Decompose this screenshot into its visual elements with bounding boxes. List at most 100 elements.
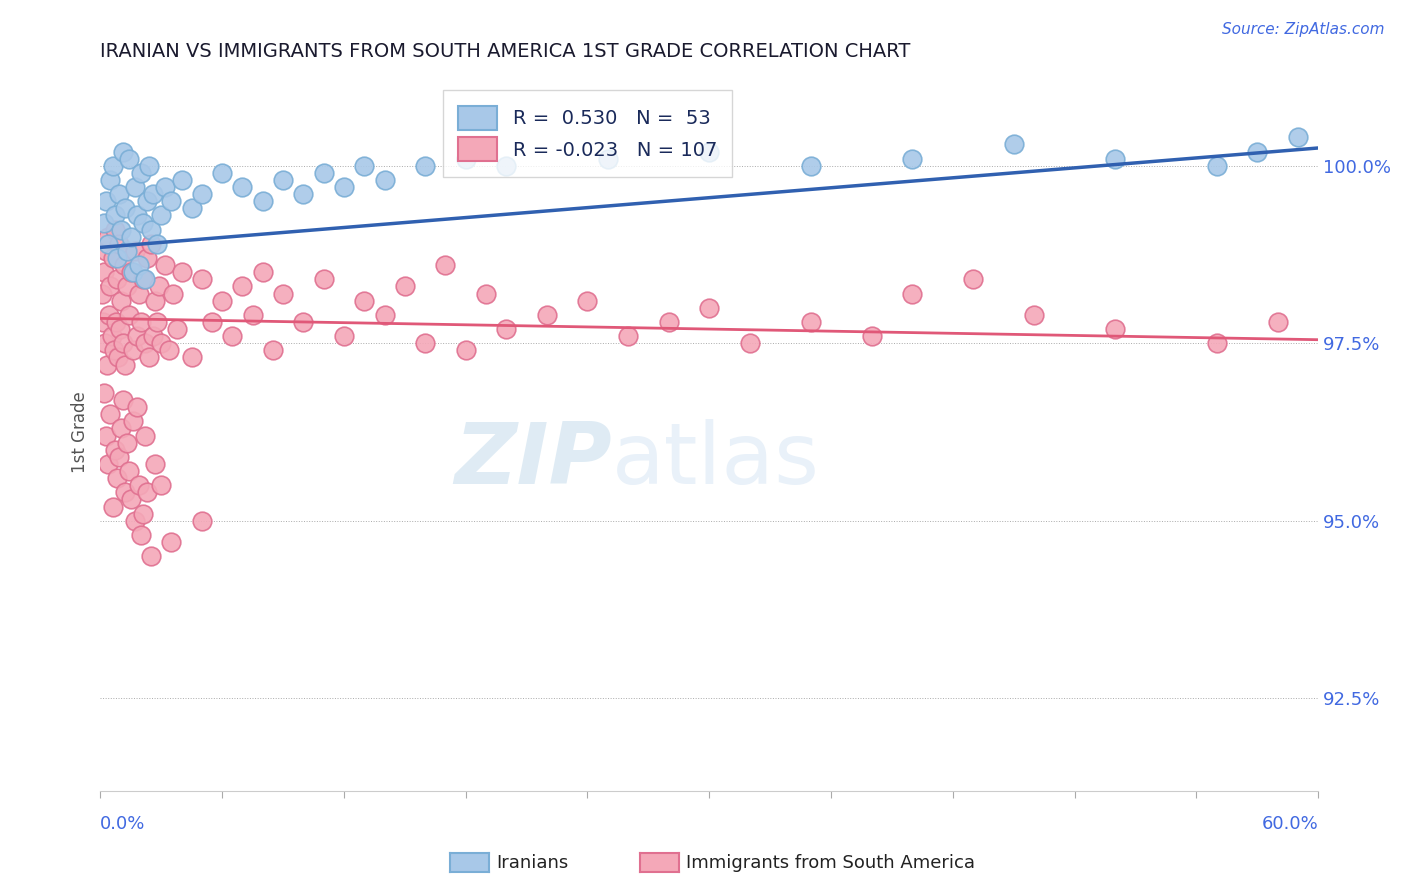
Point: [394, 279, 416, 293]
Point: [136, 194, 159, 209]
Point: [107, 450, 129, 464]
Point: [103, 209, 125, 223]
Point: [148, 279, 170, 293]
Point: [139, 549, 162, 564]
Point: [125, 400, 148, 414]
Point: [413, 159, 436, 173]
Point: [271, 286, 294, 301]
Point: [211, 293, 233, 308]
Point: [91, 286, 114, 301]
Point: [100, 329, 122, 343]
Point: [1205, 336, 1227, 351]
Point: [132, 507, 155, 521]
Point: [129, 315, 152, 329]
Point: [142, 187, 165, 202]
Point: [1246, 145, 1268, 159]
Point: [271, 173, 294, 187]
Point: [1002, 137, 1025, 152]
Point: [100, 279, 122, 293]
Point: [136, 485, 159, 500]
Point: [125, 329, 148, 343]
Point: [962, 272, 984, 286]
Point: [111, 145, 134, 159]
Point: [373, 308, 395, 322]
Point: [353, 293, 375, 308]
Point: [100, 407, 122, 421]
Point: [100, 173, 122, 187]
Point: [738, 336, 761, 351]
Point: [191, 187, 214, 202]
Point: [101, 500, 124, 514]
Point: [155, 258, 177, 272]
Point: [191, 514, 214, 528]
Point: [860, 329, 883, 343]
Point: [136, 251, 159, 265]
Point: [96, 428, 118, 442]
Point: [110, 421, 132, 435]
Point: [121, 343, 143, 358]
Text: 60.0%: 60.0%: [1261, 815, 1319, 833]
Point: [138, 351, 160, 365]
Point: [658, 315, 681, 329]
Point: [231, 279, 253, 293]
Point: [312, 166, 335, 180]
Point: [536, 308, 558, 322]
Point: [333, 329, 356, 343]
Text: 0.0%: 0.0%: [100, 815, 146, 833]
Point: [114, 358, 136, 372]
Point: [124, 514, 146, 528]
Point: [901, 152, 924, 166]
Point: [110, 222, 132, 236]
Point: [139, 222, 162, 236]
Point: [111, 336, 134, 351]
Point: [94, 336, 117, 351]
Point: [166, 322, 188, 336]
Point: [576, 293, 599, 308]
Point: [129, 166, 152, 180]
Point: [146, 236, 169, 251]
Point: [180, 351, 202, 365]
Point: [495, 159, 517, 173]
Point: [121, 414, 143, 428]
Point: [252, 194, 274, 209]
Point: [1286, 130, 1309, 145]
Point: [134, 272, 156, 286]
Text: Iranians: Iranians: [496, 854, 568, 871]
Point: [115, 244, 138, 258]
Point: [150, 478, 173, 492]
Point: [103, 343, 125, 358]
Point: [495, 322, 517, 336]
Point: [697, 301, 720, 315]
Point: [120, 229, 142, 244]
Point: [800, 159, 823, 173]
Point: [180, 202, 202, 216]
Point: [97, 457, 120, 471]
Point: [105, 251, 128, 265]
Point: [146, 315, 169, 329]
Point: [107, 351, 129, 365]
Point: [132, 272, 155, 286]
Point: [262, 343, 284, 358]
Point: [901, 286, 924, 301]
Point: [617, 329, 640, 343]
Point: [191, 272, 214, 286]
Text: ZIP: ZIP: [454, 419, 612, 502]
Point: [138, 159, 160, 173]
Point: [134, 336, 156, 351]
Point: [103, 222, 125, 236]
Point: [110, 293, 132, 308]
Point: [292, 315, 315, 329]
Point: [143, 457, 166, 471]
Point: [129, 528, 152, 542]
Point: [118, 152, 141, 166]
Point: [201, 315, 224, 329]
Point: [96, 358, 118, 372]
Point: [1104, 322, 1126, 336]
Point: [312, 272, 335, 286]
Point: [1104, 152, 1126, 166]
Point: [1205, 159, 1227, 173]
Text: Source: ZipAtlas.com: Source: ZipAtlas.com: [1222, 22, 1385, 37]
Point: [170, 265, 193, 279]
Point: [111, 392, 134, 407]
Point: [118, 308, 141, 322]
